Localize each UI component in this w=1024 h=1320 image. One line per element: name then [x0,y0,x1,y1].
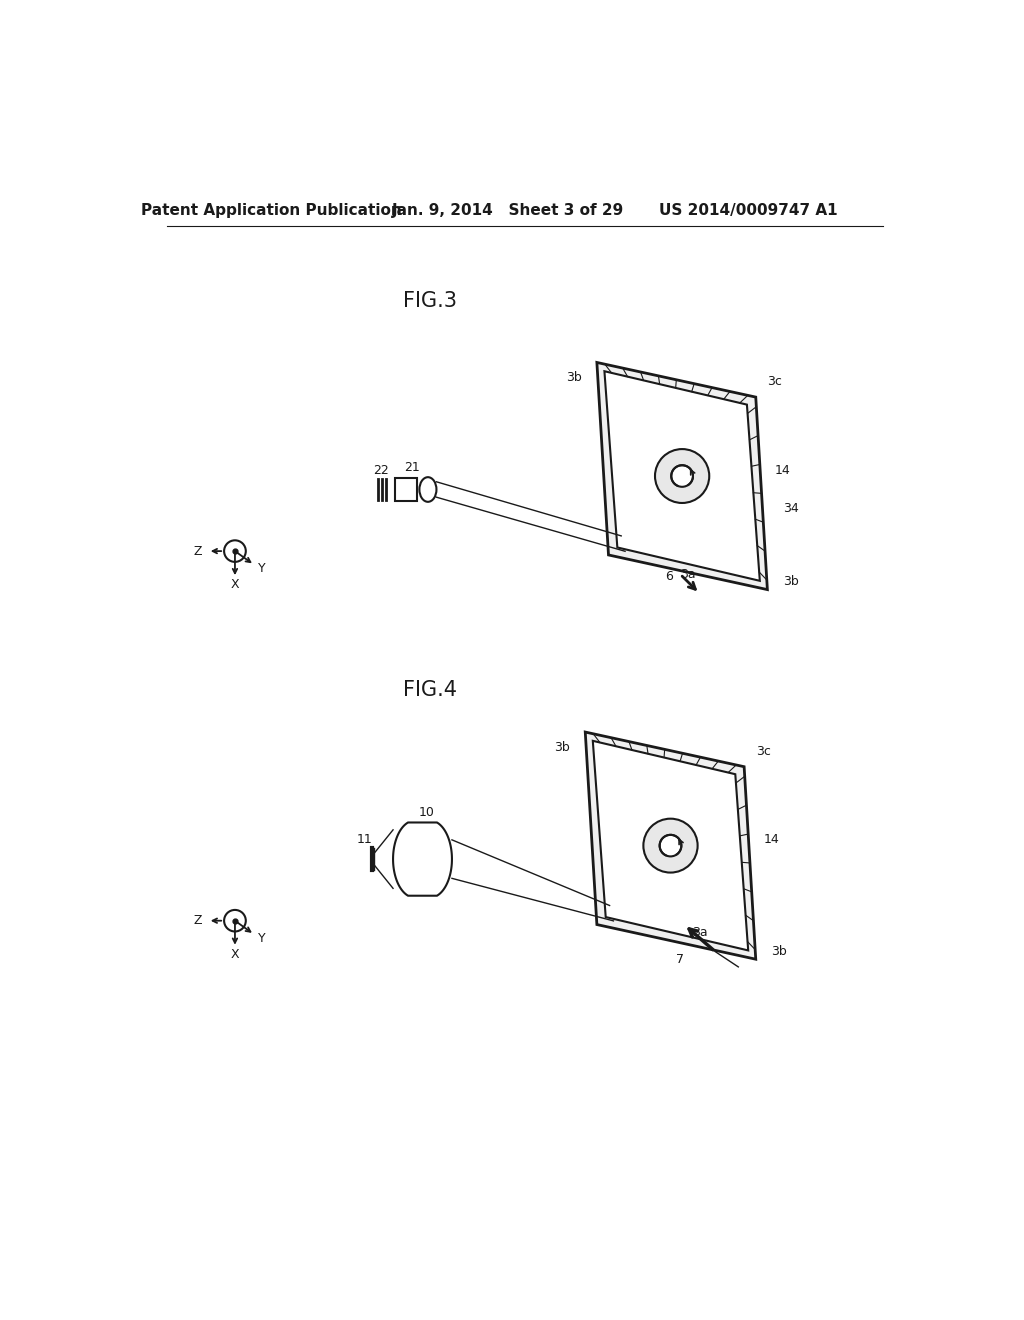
Text: 3a: 3a [680,568,695,581]
Text: 7: 7 [676,953,684,966]
Ellipse shape [420,477,436,502]
Text: Patent Application Publication: Patent Application Publication [141,203,401,218]
Text: Jan. 9, 2014   Sheet 3 of 29: Jan. 9, 2014 Sheet 3 of 29 [391,203,624,218]
Text: 3b: 3b [565,371,582,384]
Text: X: X [230,578,240,591]
Text: 3a: 3a [692,925,708,939]
Polygon shape [593,741,749,950]
Text: 22: 22 [374,463,389,477]
Text: 34: 34 [783,502,799,515]
Text: X: X [230,948,240,961]
Text: Z: Z [194,915,203,927]
Text: 3c: 3c [767,375,782,388]
Text: 3b: 3b [783,576,799,589]
Text: Y: Y [258,932,266,945]
Ellipse shape [659,834,681,857]
Polygon shape [604,371,760,581]
Text: 21: 21 [404,462,420,474]
Text: FIG.3: FIG.3 [403,290,458,310]
Ellipse shape [643,818,697,873]
Text: 3c: 3c [756,744,771,758]
Text: 6: 6 [665,570,673,583]
Polygon shape [586,733,756,960]
Text: 11: 11 [356,833,373,846]
Text: 10: 10 [419,807,434,820]
Text: Z: Z [194,545,203,557]
Ellipse shape [672,465,693,487]
Text: Y: Y [258,562,266,576]
Ellipse shape [655,449,710,503]
Text: US 2014/0009747 A1: US 2014/0009747 A1 [658,203,838,218]
Text: 14: 14 [764,833,779,846]
Text: FIG.4: FIG.4 [403,680,458,700]
Text: 14: 14 [775,463,791,477]
Text: 3b: 3b [771,945,787,958]
Text: 3b: 3b [554,741,569,754]
Bar [395,478,417,502]
Polygon shape [597,363,767,590]
Polygon shape [393,822,452,896]
